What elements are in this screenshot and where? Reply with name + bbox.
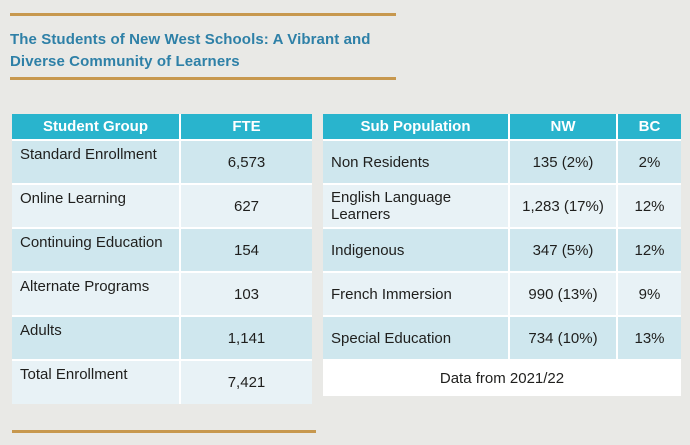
- top-divider-rule: [10, 13, 396, 16]
- bottom-divider-rule: [12, 430, 316, 433]
- bc-value-cell: 12%: [616, 183, 682, 229]
- sub-population-cell: English Language Learners: [322, 183, 510, 229]
- student-group-cell: Continuing Education: [11, 227, 181, 273]
- table-row: Alternate Programs 103: [11, 271, 313, 317]
- student-group-cell: Alternate Programs: [11, 271, 181, 317]
- column-header-bc: BC: [616, 113, 682, 141]
- nw-value-cell: 135 (2%): [508, 139, 618, 185]
- fte-cell: 627: [179, 183, 313, 229]
- sub-population-table: Sub Population NW BC Non Residents 135 (…: [322, 113, 682, 397]
- sub-population-cell: French Immersion: [322, 271, 510, 317]
- table-row: Total Enrollment 7,421: [11, 359, 313, 405]
- enrollment-table-header-row: Student Group FTE: [11, 113, 313, 141]
- column-header-fte: FTE: [179, 113, 313, 141]
- table-footer-row: Data from 2021/22: [322, 359, 682, 397]
- bc-value-cell: 12%: [616, 227, 682, 273]
- nw-value-cell: 990 (13%): [508, 271, 618, 317]
- nw-value-cell: 1,283 (17%): [508, 183, 618, 229]
- fte-cell: 7,421: [179, 359, 313, 405]
- bc-value-cell: 2%: [616, 139, 682, 185]
- sub-population-cell: Indigenous: [322, 227, 510, 273]
- fte-cell: 154: [179, 227, 313, 273]
- fte-cell: 103: [179, 271, 313, 317]
- table-row: Non Residents 135 (2%) 2%: [322, 139, 682, 185]
- table-row: Online Learning 627: [11, 183, 313, 229]
- nw-value-cell: 347 (5%): [508, 227, 618, 273]
- column-header-sub-population: Sub Population: [322, 113, 510, 141]
- sub-population-table-header-row: Sub Population NW BC: [322, 113, 682, 141]
- table-row: French Immersion 990 (13%) 9%: [322, 271, 682, 317]
- table-row: Continuing Education 154: [11, 227, 313, 273]
- column-header-nw: NW: [508, 113, 618, 141]
- fte-cell: 6,573: [179, 139, 313, 185]
- title-underline-rule: [10, 77, 396, 80]
- bc-value-cell: 9%: [616, 271, 682, 317]
- student-group-cell: Standard Enrollment: [11, 139, 181, 185]
- enrollment-table: Student Group FTE Standard Enrollment 6,…: [11, 113, 313, 405]
- table-row: Indigenous 347 (5%) 12%: [322, 227, 682, 273]
- student-group-cell: Adults: [11, 315, 181, 361]
- column-header-student-group: Student Group: [11, 113, 181, 141]
- bc-value-cell: 13%: [616, 315, 682, 361]
- table-row: Special Education 734 (10%) 13%: [322, 315, 682, 361]
- data-source-note: Data from 2021/22: [322, 359, 682, 397]
- table-row: English Language Learners 1,283 (17%) 12…: [322, 183, 682, 229]
- student-group-cell: Total Enrollment: [11, 359, 181, 405]
- table-row: Standard Enrollment 6,573: [11, 139, 313, 185]
- student-group-cell: Online Learning: [11, 183, 181, 229]
- fte-cell: 1,141: [179, 315, 313, 361]
- sub-population-cell: Special Education: [322, 315, 510, 361]
- sub-population-cell: Non Residents: [322, 139, 510, 185]
- nw-value-cell: 734 (10%): [508, 315, 618, 361]
- page-title: The Students of New West Schools: A Vibr…: [10, 31, 371, 70]
- table-row: Adults 1,141: [11, 315, 313, 361]
